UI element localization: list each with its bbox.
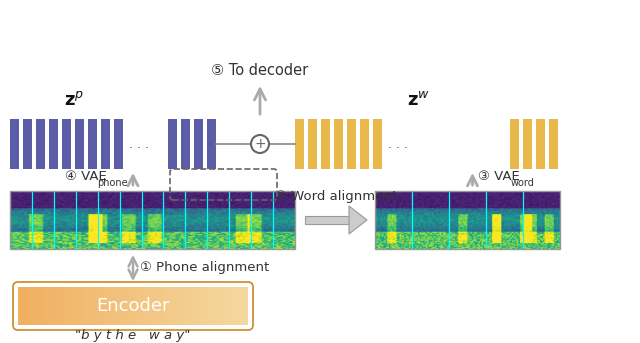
Bar bbox=[360, 119, 369, 169]
Bar bbox=[536, 119, 545, 169]
Text: $\mathbf{z}^w$: $\mathbf{z}^w$ bbox=[407, 91, 430, 109]
Text: +: + bbox=[254, 137, 266, 151]
Bar bbox=[88, 119, 97, 169]
Text: "b y t h e   w a y": "b y t h e w a y" bbox=[76, 330, 191, 343]
Bar bbox=[321, 119, 330, 169]
Bar bbox=[49, 119, 58, 169]
Text: . . .: . . . bbox=[388, 138, 408, 151]
Bar bbox=[168, 119, 177, 169]
Bar bbox=[114, 119, 123, 169]
Circle shape bbox=[251, 135, 269, 153]
Bar bbox=[295, 119, 304, 169]
Bar bbox=[334, 119, 343, 169]
Bar bbox=[62, 119, 71, 169]
Text: . . .: . . . bbox=[129, 138, 149, 151]
Bar bbox=[23, 119, 32, 169]
Polygon shape bbox=[349, 206, 367, 234]
Text: $\mathbf{z}^p$: $\mathbf{z}^p$ bbox=[65, 91, 84, 109]
Bar bbox=[510, 119, 519, 169]
Text: ① Phone alignment: ① Phone alignment bbox=[140, 261, 269, 274]
Text: ② Word alignment: ② Word alignment bbox=[275, 190, 397, 203]
Bar bbox=[305, 216, 349, 224]
Bar bbox=[194, 119, 203, 169]
Text: ③ VAE: ③ VAE bbox=[479, 170, 520, 184]
Bar bbox=[347, 119, 356, 169]
Text: ⑤ To decoder: ⑤ To decoder bbox=[211, 63, 308, 78]
Bar bbox=[207, 119, 216, 169]
Text: ④ VAE: ④ VAE bbox=[65, 170, 107, 184]
Text: word: word bbox=[511, 178, 534, 188]
Bar bbox=[308, 119, 317, 169]
Bar bbox=[36, 119, 45, 169]
Bar bbox=[181, 119, 190, 169]
Text: Encoder: Encoder bbox=[96, 297, 170, 315]
Bar bbox=[373, 119, 382, 169]
Bar bbox=[10, 191, 295, 249]
Bar bbox=[101, 119, 110, 169]
Bar bbox=[10, 119, 19, 169]
Text: phone: phone bbox=[97, 178, 127, 188]
Bar bbox=[523, 119, 532, 169]
Bar bbox=[75, 119, 84, 169]
Bar bbox=[375, 191, 560, 249]
Bar bbox=[549, 119, 558, 169]
